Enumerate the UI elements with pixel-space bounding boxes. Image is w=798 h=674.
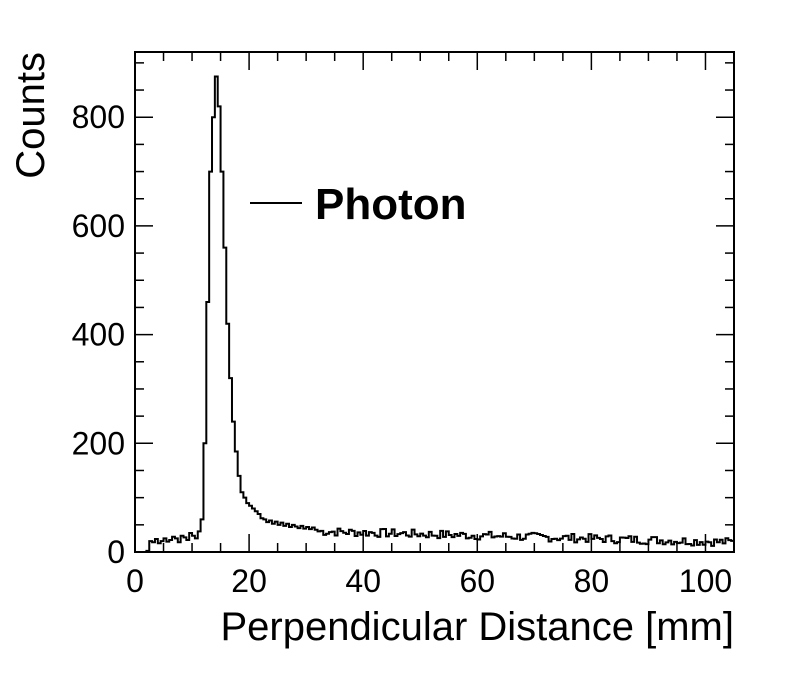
y-axis-title: Counts	[9, 52, 53, 179]
axis-tick-labels: 0 20 40 60 80 100 0 200 400 600 800	[72, 99, 733, 599]
y-tick-label: 600	[72, 208, 125, 244]
y-tick-label: 200	[72, 425, 125, 461]
x-tick-label: 80	[574, 563, 610, 599]
x-axis-title: Perpendicular Distance [mm]	[220, 605, 734, 649]
x-tick-label: 20	[231, 563, 267, 599]
x-tick-label: 60	[459, 563, 495, 599]
x-tick-label: 0	[126, 563, 144, 599]
y-tick-label: 800	[72, 99, 125, 135]
legend-label-photon: Photon	[315, 180, 467, 229]
legend: Photon	[250, 180, 467, 229]
y-tick-label: 0	[107, 534, 125, 570]
x-tick-label: 40	[345, 563, 381, 599]
axis-ticks	[135, 52, 734, 552]
x-tick-label: 100	[679, 563, 732, 599]
y-tick-label: 400	[72, 317, 125, 353]
plot-frame	[135, 52, 734, 552]
photon-histogram-line	[146, 76, 734, 552]
